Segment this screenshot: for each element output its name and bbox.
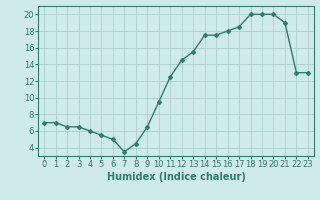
X-axis label: Humidex (Indice chaleur): Humidex (Indice chaleur) xyxy=(107,172,245,182)
